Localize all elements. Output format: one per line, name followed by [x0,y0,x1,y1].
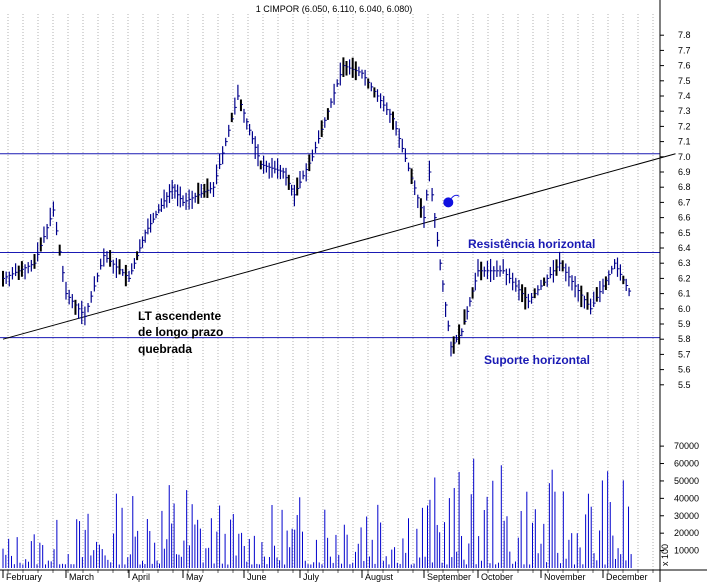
month-label-december: December [606,572,648,582]
month-label-june: June [247,572,267,582]
price-tick-label: 5.9 [678,319,691,329]
price-tick-label: 7.7 [678,45,691,55]
grid [7,14,654,570]
price-tick-label: 7.8 [678,30,691,40]
month-label-march: March [69,572,94,582]
price-tick-label: 6.2 [678,273,691,283]
volume-tick-label: 30000 [674,511,699,521]
price-tick-label: 6.9 [678,167,691,177]
volume-bars [2,458,632,568]
bomb-icon [443,197,454,208]
price-tick-label: 7.4 [678,91,691,101]
bomb-fuse-icon [450,194,460,199]
trendline-label-3: quebrada [138,342,192,356]
price-tick-label: 6.5 [678,228,691,238]
month-label-april: April [132,572,150,582]
support-label: Suporte horizontal [484,353,590,367]
volume-tick-label: 40000 [674,493,699,503]
volume-scale-label: x 100 [660,544,670,566]
price-bars [2,57,632,357]
level-lines [0,153,676,340]
resistance-label: Resistência horizontal [468,237,595,251]
month-label-october: October [481,572,513,582]
price-tick-label: 7.3 [678,106,691,116]
price-tick-label: 6.1 [678,289,691,299]
volume-tick-label: 20000 [674,528,699,538]
volume-tick-label: 10000 [674,546,699,556]
price-tick-label: 7.2 [678,121,691,131]
labels [443,194,460,208]
price-tick-label: 5.8 [678,334,691,344]
month-label-may: May [186,572,204,582]
month-label-february: February [6,572,43,582]
price-tick-label: 6.0 [678,304,691,314]
volume-tick-label: 70000 [674,441,699,451]
chart-title: 1 CIMPOR (6.050, 6.110, 6.040, 6.080) [256,4,412,14]
month-label-november: November [544,572,586,582]
volume-tick-label: 60000 [674,459,699,469]
price-tick-label: 6.6 [678,213,691,223]
volume-tick-label: 50000 [674,476,699,486]
price-tick-label: 5.5 [678,380,691,390]
price-tick-label: 6.3 [678,258,691,268]
price-tick-label: 6.4 [678,243,691,253]
trendline-label-2: de longo prazo [138,325,223,339]
price-tick-label: 7.5 [678,76,691,86]
month-label-august: August [365,572,394,582]
price-tick-label: 7.0 [678,152,691,162]
price-tick-label: 7.6 [678,61,691,71]
price-tick-label: 5.7 [678,349,691,359]
price-tick-label: 6.8 [678,182,691,192]
trend-line [2,153,676,340]
price-tick-label: 5.6 [678,365,691,375]
trendline-label-1: LT ascendente [138,309,221,323]
price-tick-label: 7.1 [678,137,691,147]
month-label-september: September [427,572,471,582]
price-tick-label: 6.7 [678,197,691,207]
month-label-july: July [303,572,320,582]
